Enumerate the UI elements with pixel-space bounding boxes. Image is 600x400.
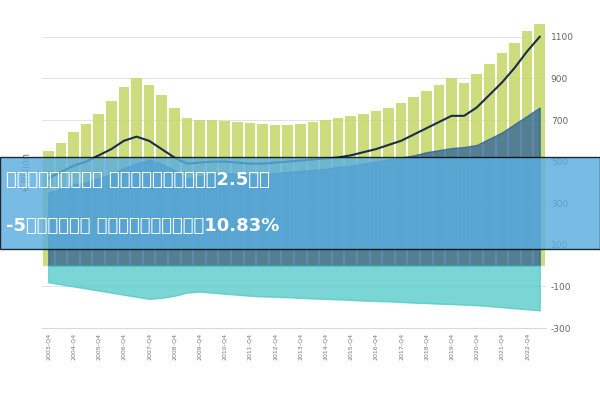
Bar — [497, 54, 507, 266]
Bar — [207, 120, 217, 266]
Bar — [182, 118, 192, 266]
Bar — [283, 125, 293, 266]
Bar — [396, 103, 406, 266]
Bar — [522, 30, 532, 266]
Bar — [169, 108, 179, 266]
Bar — [94, 114, 104, 266]
Text: -5亿元回购股份 上半年净利润同比增长10.83%: -5亿元回购股份 上半年净利润同比增长10.83% — [6, 217, 280, 235]
Bar — [220, 121, 230, 266]
Bar — [81, 124, 91, 266]
Bar — [472, 74, 482, 266]
Bar — [421, 91, 431, 266]
Bar — [320, 120, 331, 266]
Bar — [131, 78, 142, 266]
Bar — [232, 122, 242, 266]
Bar — [308, 122, 318, 266]
Bar — [119, 87, 129, 266]
Bar — [295, 124, 305, 266]
Bar — [509, 43, 520, 266]
Bar — [157, 95, 167, 266]
Bar — [333, 118, 343, 266]
Bar — [56, 143, 66, 266]
Bar — [346, 116, 356, 266]
Bar — [144, 85, 154, 266]
Bar — [358, 114, 368, 266]
Bar — [459, 82, 469, 266]
Bar — [194, 120, 205, 266]
Text: 股票配资最新排行榜 金风科技最新公告：拟2.5亿元: 股票配资最新排行榜 金风科技最新公告：拟2.5亿元 — [6, 171, 270, 189]
Bar — [68, 132, 79, 266]
Bar — [484, 64, 494, 266]
Bar — [257, 124, 268, 266]
Bar — [106, 101, 116, 266]
Bar — [371, 111, 381, 266]
Bar — [270, 125, 280, 266]
Bar — [535, 24, 545, 266]
Bar — [383, 108, 394, 266]
Bar — [409, 97, 419, 266]
Y-axis label: € Billion: € Billion — [22, 152, 32, 192]
Bar — [43, 151, 53, 266]
Bar — [446, 78, 457, 266]
Bar — [434, 85, 444, 266]
Bar — [245, 123, 255, 266]
